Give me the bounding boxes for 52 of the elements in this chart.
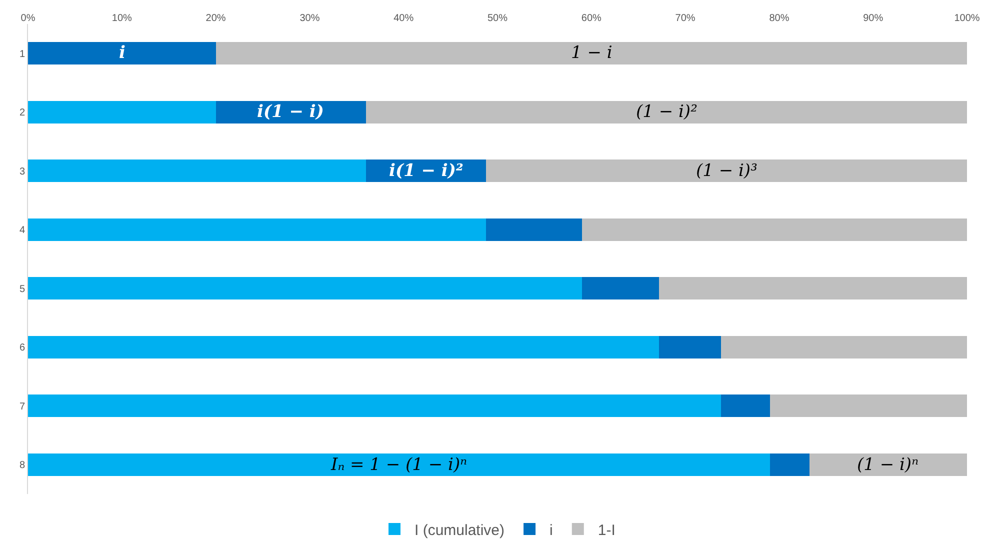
bar	[366, 100, 967, 124]
bar	[486, 218, 582, 241]
x-tick-label: 50%	[487, 13, 508, 24]
bar	[28, 336, 660, 358]
bar	[28, 160, 366, 182]
bar	[582, 218, 967, 241]
bar	[770, 453, 810, 476]
annotation: (1 − i)²	[636, 102, 698, 122]
x-tick-label: 40%	[394, 13, 414, 24]
x-tick-label: 30%	[300, 13, 320, 24]
bar	[720, 394, 770, 418]
x-tick-label: 100%	[954, 13, 980, 24]
bar	[659, 336, 721, 358]
y-tick-label: 7	[19, 401, 26, 412]
x-tick-label: 60%	[581, 13, 602, 24]
bar	[28, 277, 582, 300]
bar	[216, 100, 366, 124]
annotation: 1 − i	[571, 43, 612, 63]
x-tick-label: 90%	[863, 13, 884, 24]
y-tick-label: 3	[19, 166, 26, 178]
bar	[659, 277, 967, 300]
bar	[216, 42, 967, 65]
legend-label: i	[550, 522, 553, 539]
x-tick-label: 10%	[112, 13, 132, 24]
bar	[28, 453, 770, 476]
bar	[720, 336, 967, 358]
bar	[582, 277, 660, 300]
y-tick-label: 6	[19, 342, 26, 354]
legend-label: 1-I	[598, 522, 616, 539]
annotation: i	[119, 43, 126, 63]
y-tick-label: 5	[19, 284, 26, 295]
x-tick-label: 20%	[206, 13, 226, 24]
annotation: (1 − i)ⁿ	[857, 455, 919, 475]
annotation: Iₙ = 1 − (1 − i)ⁿ	[330, 455, 468, 475]
bar	[28, 394, 721, 418]
y-tick-label: 4	[19, 225, 26, 236]
x-tick-label: 0%	[20, 13, 36, 24]
y-tick-label: 1	[19, 48, 26, 60]
y-tick-label: 2	[19, 108, 26, 119]
bar	[486, 160, 967, 182]
bar	[28, 42, 216, 65]
annotation: (1 − i)³	[696, 161, 758, 181]
annotation: i(1 − i)²	[389, 161, 464, 181]
bar	[809, 453, 967, 476]
bar	[770, 394, 967, 418]
x-tick-label: 80%	[769, 13, 790, 24]
bar	[28, 100, 216, 124]
annotation: i(1 − i)	[257, 102, 324, 122]
bar	[28, 218, 486, 241]
y-tick-label: 8	[19, 460, 26, 472]
x-tick-label: 70%	[675, 13, 696, 24]
legend-label: I (cumulative)	[414, 522, 505, 539]
